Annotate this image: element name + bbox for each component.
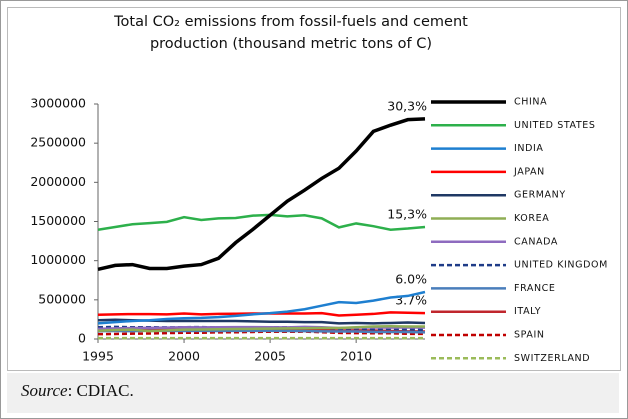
x-tick-label: 2000 [168,349,200,364]
chart-title: Total CO₂ emissions from fossil-fuels an… [114,14,468,52]
legend-label: FRANCE [514,283,556,294]
series-line [97,290,426,325]
source-text: : CDIAC. [67,381,134,400]
x-tick-label: 1995 [82,349,114,364]
y-tick-label: 500000 [38,291,86,306]
chart: 0 500000 1000000 1500000 2000000 2500000 30000… [30,96,608,364]
y-tick-label: 0 [78,331,86,346]
series-line [97,117,426,271]
legend-label: GERMANY [514,190,566,201]
end-label: 6.0% [395,272,427,287]
end-label: 30,3% [387,98,427,113]
source-label: Source [21,381,68,400]
y-tick-label: 2000000 [30,174,86,189]
legend-label: KOREA [514,213,549,224]
source: Source: CDIAC. [21,381,134,401]
x-tick-label: 2010 [340,349,372,364]
y-tick-label: 1000000 [30,252,86,267]
legend-label: INDIA [514,143,544,154]
footer: Source: CDIAC. [7,373,619,413]
series-line [97,213,426,231]
legend-label: SPAIN [514,330,545,341]
legend-label: ITALY [514,306,541,317]
legend-label: CHINA [514,97,547,108]
chart-frame [7,7,621,371]
legend-label: CANADA [514,236,558,247]
legend-label: JAPAN [513,166,545,177]
legend-label: UNITED STATES [514,120,596,131]
end-label: 15,3% [387,206,427,221]
legend-label: SWITZERLAND [514,353,590,364]
legend-label: UNITED KINGDOM [514,260,608,271]
series-line [97,325,425,333]
y-tick-label: 3000000 [30,96,86,111]
x-tick-label: 2005 [254,349,286,364]
y-tick-label: 1500000 [30,213,86,228]
y-tick-label: 2500000 [30,135,86,150]
